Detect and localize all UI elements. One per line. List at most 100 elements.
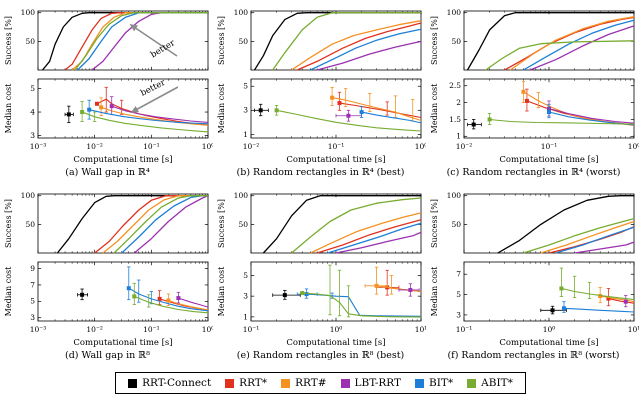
svg-text:10⁻²: 10⁻² [243,142,260,151]
better-annotation: better [149,38,178,61]
svg-text:Computational time [s]: Computational time [s] [499,155,598,165]
subfigure-d: 50 100 Success [%] 3 5 7 9 Median cost 10⁻³ 10⁻² 1… [1,189,214,362]
svg-text:2.5: 2.5 [449,81,461,90]
svg-text:10⁻³: 10⁻³ [30,142,47,151]
svg-text:Median cost: Median cost [217,83,226,133]
svg-text:Median cost: Median cost [4,83,13,133]
svg-text:10¹: 10¹ [628,325,639,334]
svg-text:10⁻¹: 10⁻¹ [456,325,473,334]
svg-text:10⁰: 10⁰ [628,142,639,151]
legend-item-abit: ABIT* [467,377,513,389]
legend-item-bit: BIT* [415,377,453,389]
legend-label: RRT# [295,377,327,389]
legend-label: LBT-RRT [354,377,402,389]
svg-text:Computational time [s]: Computational time [s] [73,155,172,165]
legend-label: BIT* [429,377,454,389]
svg-text:Computational time [s]: Computational time [s] [286,338,385,348]
svg-text:5: 5 [243,271,248,280]
svg-text:10⁻²: 10⁻² [456,142,473,151]
svg-text:Median cost: Median cost [430,266,439,316]
legend-item-lbt-rrt: LBT-RRT [340,377,402,389]
svg-text:5: 5 [30,297,35,306]
svg-text:100: 100 [234,191,249,200]
svg-text:50: 50 [238,37,248,46]
svg-text:50: 50 [451,37,461,46]
svg-text:5: 5 [30,84,35,93]
svg-text:100: 100 [21,8,36,17]
subfigure-caption: (a) Wall gap in ℝ⁴ [65,167,150,178]
subfigure-a: 50 100 Success [%] 3 4 5 Median cost 10⁻³ 10⁻² 10… [1,6,214,179]
svg-text:10⁻³: 10⁻³ [30,325,47,334]
subfigure-c: 50 100 Success [%] 1 1.5 2 2.5 Median cost 10⁻² 1… [427,6,640,179]
legend-item-rrt: RRT* [225,377,267,389]
legend-swatch-abit-icon [467,378,477,388]
svg-text:Computational time [s]: Computational time [s] [499,338,598,348]
subfigure-f: 50 100 Success [%] 3 5 7 Median cost 10⁻¹ 10⁰ 10¹… [427,189,640,362]
svg-text:10⁻¹: 10⁻¹ [243,325,260,334]
svg-text:1: 1 [456,132,461,141]
legend-label: RRT* [239,377,268,389]
svg-text:10⁻¹: 10⁻¹ [541,142,558,151]
svg-text:4: 4 [30,107,35,116]
subfigure-plot-f: 50 100 Success [%] 3 5 7 Median cost 10⁻¹ 10⁰ 10¹… [430,191,639,348]
svg-text:100: 100 [447,8,462,17]
svg-text:Success [%]: Success [%] [217,199,226,248]
svg-text:10⁻¹: 10⁻¹ [328,142,345,151]
legend-label: RRT-Connect [142,377,212,389]
svg-text:3: 3 [243,292,248,301]
svg-text:3: 3 [30,131,35,140]
subfigure-plot-c: 50 100 Success [%] 1 1.5 2 2.5 Median cost 10⁻² 1… [430,8,639,165]
svg-text:Success [%]: Success [%] [430,199,439,248]
legend-swatch-rrt-icon [281,378,291,388]
svg-text:5: 5 [243,82,248,91]
svg-text:Computational time [s]: Computational time [s] [286,155,385,165]
svg-text:Median cost: Median cost [217,266,226,316]
svg-text:7: 7 [30,280,35,289]
svg-text:Success [%]: Success [%] [4,16,13,65]
svg-text:100: 100 [21,191,36,200]
legend-swatch-bit-icon [415,378,425,388]
subfigure-caption: (d) Wall gap in ℝ⁸ [65,350,150,361]
legend-swatch-rrt-connect-icon [128,378,138,388]
svg-text:Median cost: Median cost [430,83,439,133]
svg-text:10⁰: 10⁰ [202,142,213,151]
legend-swatch-lbt-rrt-icon [340,378,350,388]
legend-swatch-rrt-icon [225,378,235,388]
subfigure-caption: (c) Random rectangles in ℝ⁴ (worst) [446,167,621,178]
legend-label: ABIT* [481,377,513,389]
svg-text:1: 1 [243,130,248,139]
svg-text:3: 3 [456,310,461,319]
figure-grid: 50 100 Success [%] 3 4 5 Median cost 10⁻³ 10⁻² 10… [1,6,640,362]
figure-page: 50 100 Success [%] 3 4 5 Median cost 10⁻³ 10⁻² 10… [1,6,640,394]
subfigure-caption: (e) Random rectangles in ℝ⁸ (best) [236,350,405,361]
svg-text:Success [%]: Success [%] [430,16,439,65]
svg-text:3: 3 [243,106,248,115]
svg-text:50: 50 [25,37,35,46]
svg-text:10⁰: 10⁰ [202,325,213,334]
subfigure-caption: (b) Random rectangles in ℝ⁴ (best) [236,167,405,178]
svg-text:10⁻²: 10⁻² [86,142,103,151]
svg-text:1: 1 [243,312,248,321]
svg-text:5: 5 [456,290,461,299]
svg-text:10⁰: 10⁰ [543,325,556,334]
svg-text:3: 3 [30,313,35,322]
svg-text:50: 50 [451,220,461,229]
svg-text:100: 100 [234,8,249,17]
legend: RRT-Connect RRT* RRT# LBT-RRT BIT* ABIT* [115,372,526,394]
svg-text:100: 100 [447,191,462,200]
svg-text:2: 2 [456,98,461,107]
svg-text:Median cost: Median cost [4,266,13,316]
svg-text:10¹: 10¹ [415,325,426,334]
subfigure-plot-a: 50 100 Success [%] 3 4 5 Median cost 10⁻³ 10⁻² 10… [4,8,213,165]
svg-text:50: 50 [238,220,248,229]
svg-text:10⁰: 10⁰ [415,142,426,151]
svg-text:9: 9 [30,264,35,273]
subfigure-plot-e: 50 100 Success [%] 1 3 5 Median cost 10⁻¹ 10⁰ 10¹… [217,191,426,348]
subfigure-plot-b: 50 100 Success [%] 1 3 5 Median cost 10⁻² 10⁻¹ 10… [217,8,426,165]
svg-text:10⁻²: 10⁻² [86,325,103,334]
subfigure-caption: (f) Random rectangles in ℝ⁸ (worst) [447,350,620,361]
svg-text:1.5: 1.5 [449,115,461,124]
legend-item-rrt-connect: RRT-Connect [128,377,211,389]
subfigure-b: 50 100 Success [%] 1 3 5 Median cost 10⁻² 10⁻¹ 10… [214,6,427,179]
subfigure-plot-d: 50 100 Success [%] 3 5 7 9 Median cost 10⁻³ 10⁻² 1… [4,191,213,348]
